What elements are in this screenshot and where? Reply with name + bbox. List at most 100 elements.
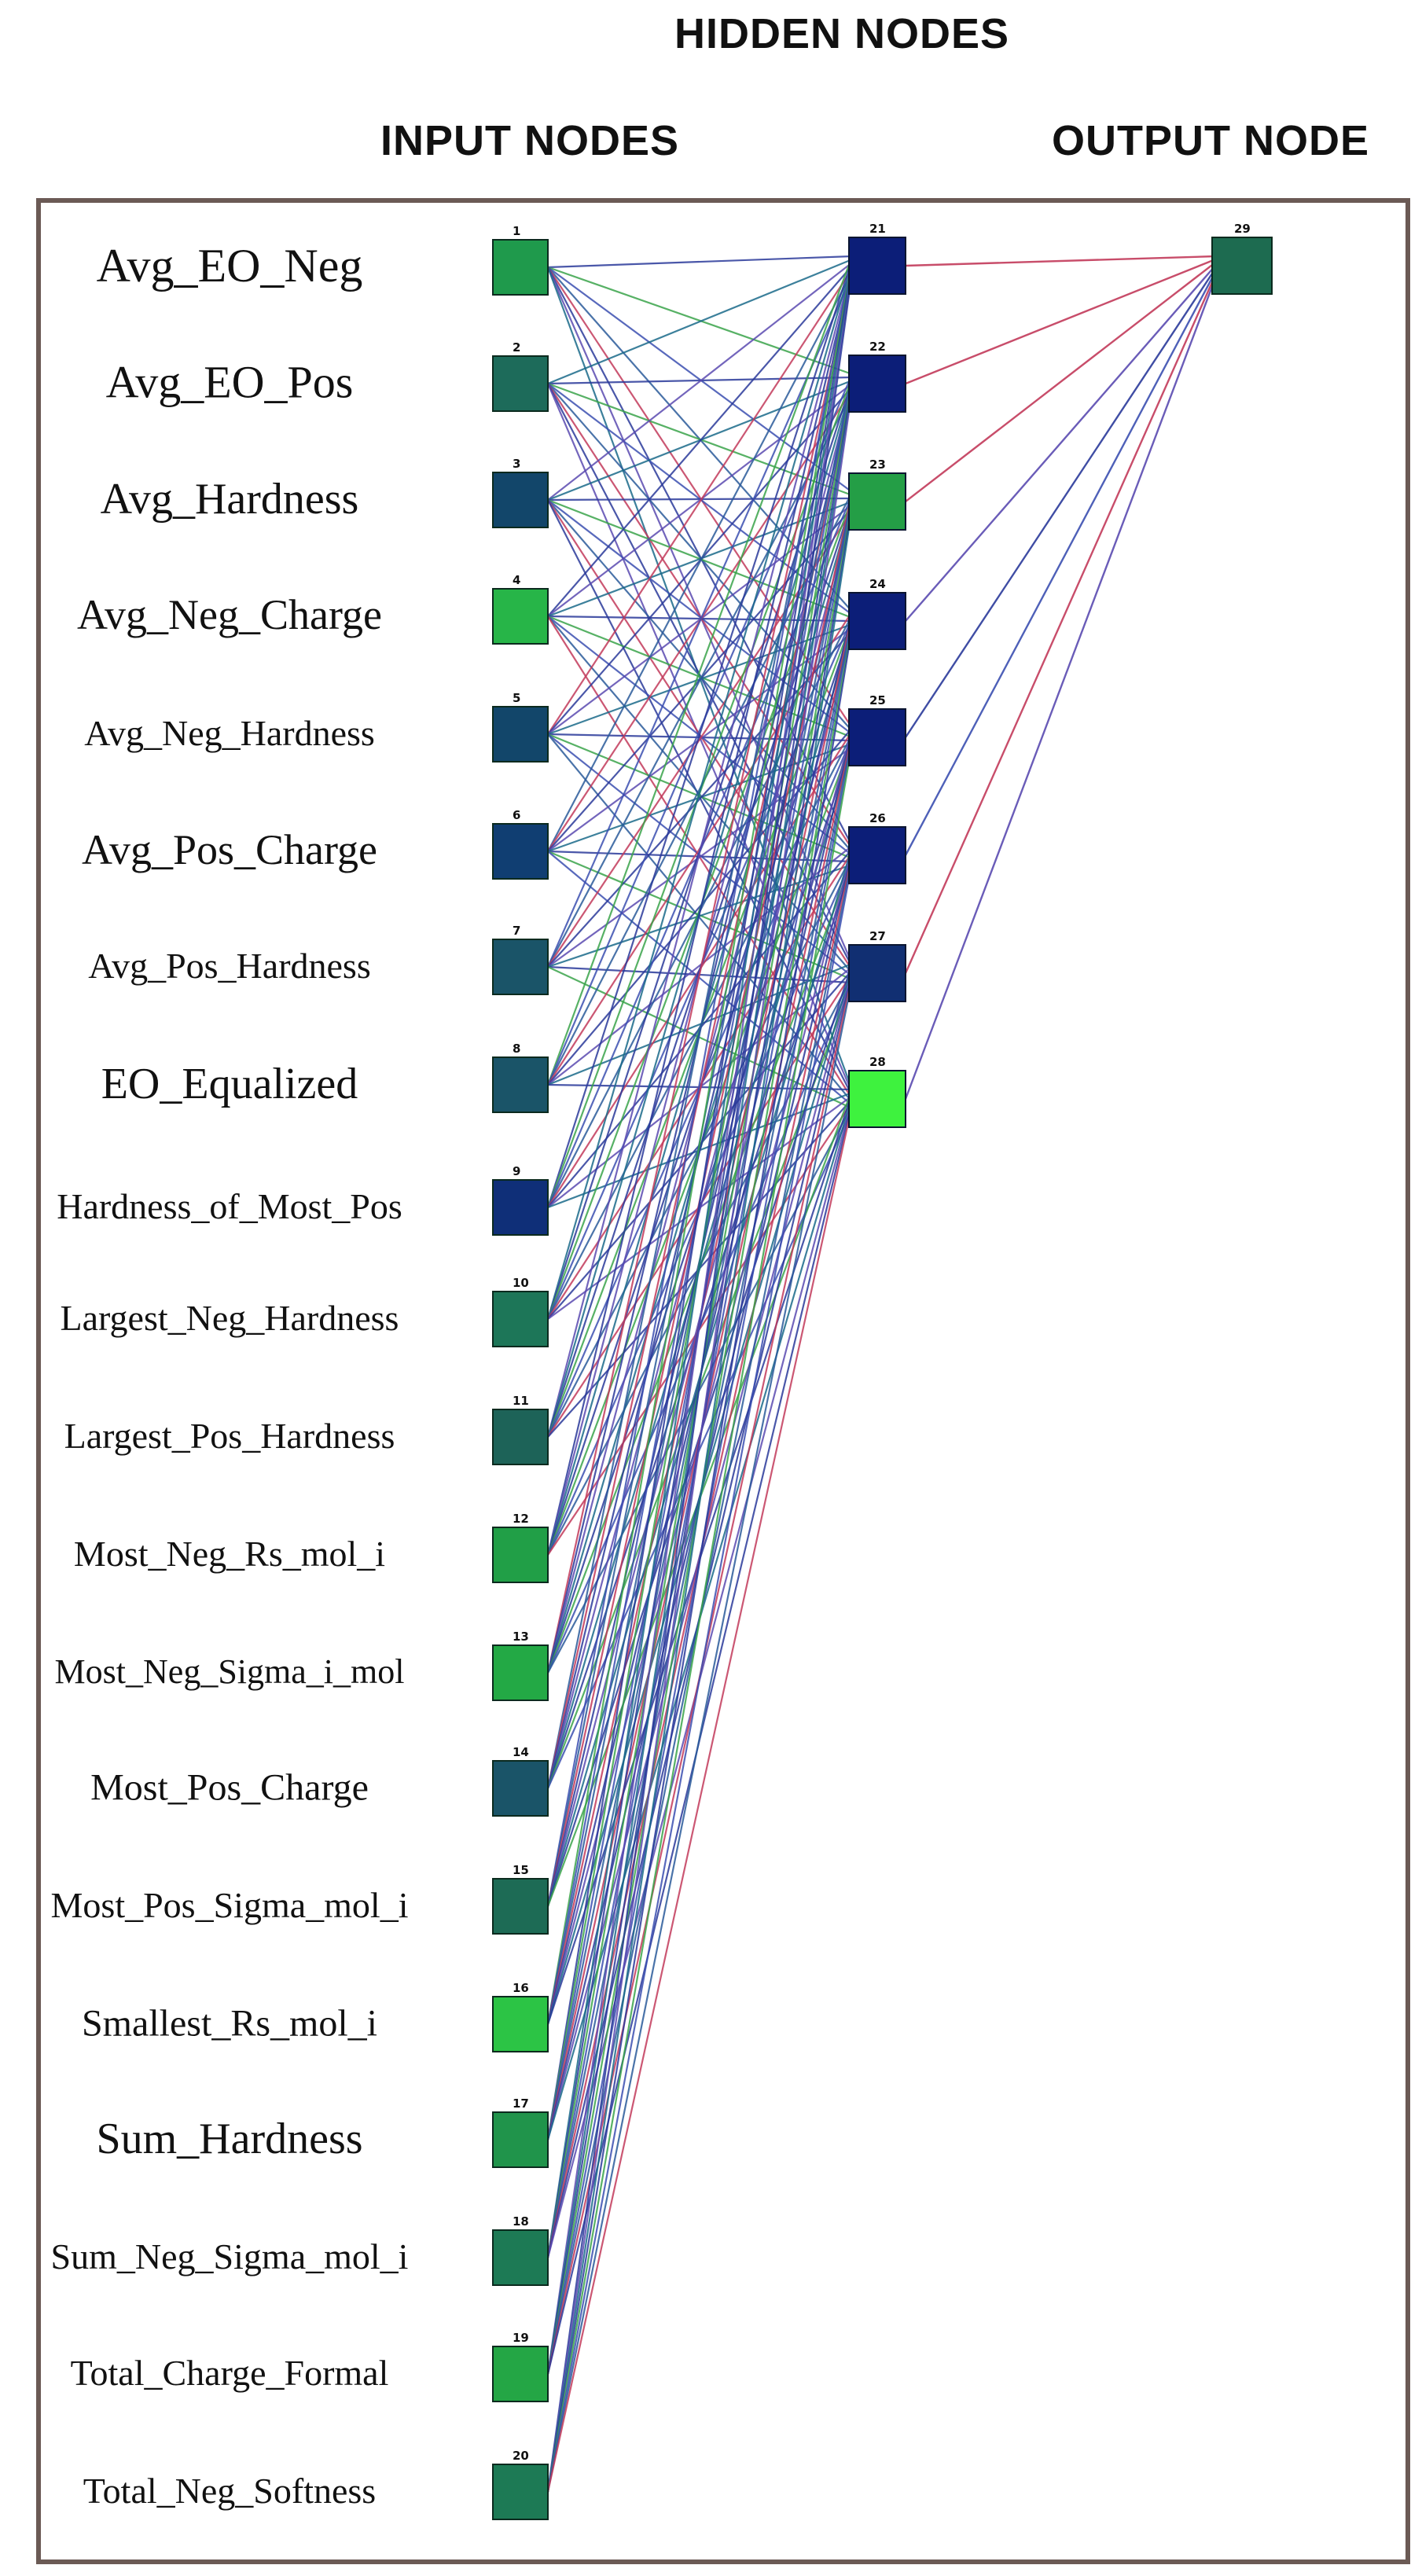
input-node-number: 2	[513, 340, 520, 355]
input-node-number: 5	[513, 691, 520, 705]
input-node-3	[492, 472, 549, 528]
connection-input-5-hidden-21	[547, 268, 853, 735]
connection-input-16-hidden-21	[546, 259, 854, 2025]
input-node-number: 10	[513, 1276, 529, 1290]
hidden-node-number: 26	[869, 811, 886, 825]
connection-input-13-hidden-21	[546, 271, 854, 1674]
input-node-number: 4	[513, 573, 520, 587]
input-node-number: 15	[513, 1863, 529, 1877]
hidden-node-21	[848, 237, 906, 295]
input-nodes-header: INPUT NODES	[380, 117, 680, 164]
output-node-29	[1211, 237, 1273, 295]
connection-input-4-hidden-23	[547, 500, 853, 618]
input-node-17	[492, 2111, 549, 2168]
input-node-5	[492, 706, 549, 763]
input-node-number: 3	[513, 457, 520, 471]
hidden-node-number: 27	[869, 929, 886, 943]
connection-hidden-28-output	[904, 277, 1217, 1100]
connection-input-4-hidden-21	[547, 265, 853, 617]
input-node-8	[492, 1056, 549, 1113]
input-node-12	[492, 1527, 549, 1583]
input-node-label: Smallest_Rs_mol_i	[82, 2002, 377, 2044]
connection-input-15-hidden-21	[546, 255, 854, 1907]
connection-input-7-hidden-21	[546, 274, 854, 968]
input-node-label: Sum_Hardness	[96, 2115, 362, 2163]
connection-input-7-hidden-22	[547, 392, 853, 968]
connection-hidden-22-output	[905, 258, 1216, 385]
connection-input-17-hidden-21	[546, 262, 854, 2141]
connection-input-20-hidden-21	[546, 271, 854, 2493]
input-node-label: Total_Charge_Formal	[71, 2353, 389, 2393]
hidden-node-25	[848, 708, 906, 766]
hidden-node-24	[848, 592, 906, 650]
connection-hidden-21-output	[905, 255, 1216, 267]
connection-input-6-hidden-28	[547, 851, 853, 1106]
input-node-label: Avg_Pos_Charge	[82, 826, 377, 873]
input-node-label: Avg_Hardness	[101, 475, 359, 524]
input-node-number: 16	[513, 1981, 529, 1995]
connection-input-20-hidden-23	[546, 507, 854, 2493]
connection-input-8-hidden-21	[546, 255, 854, 1086]
connection-input-18-hidden-21	[546, 265, 854, 2258]
hidden-node-27	[848, 944, 906, 1002]
input-node-1	[492, 239, 549, 296]
connection-hidden-24-output	[905, 265, 1216, 622]
connection-input-11-hidden-21	[546, 265, 854, 1438]
input-node-label: Avg_EO_Pos	[106, 356, 354, 407]
output-node-header: OUTPUT NODE	[1052, 117, 1370, 164]
input-node-number: 20	[513, 2449, 529, 2463]
connection-input-8-hidden-26	[547, 845, 853, 1086]
hidden-node-number: 22	[869, 340, 886, 354]
input-node-label: Avg_EO_Neg	[97, 240, 363, 292]
input-node-label: Total_Neg_Softness	[83, 2471, 376, 2511]
input-node-label: Most_Neg_Sigma_i_mol	[55, 1652, 405, 1691]
connection-input-5-hidden-28	[547, 733, 853, 1103]
connection-input-7-hidden-23	[547, 510, 853, 968]
input-node-number: 17	[513, 2096, 529, 2111]
input-node-6	[492, 823, 549, 880]
input-node-18	[492, 2229, 549, 2286]
input-node-number: 13	[513, 1630, 529, 1644]
connection-input-5-hidden-27	[547, 733, 853, 977]
connection-input-8-hidden-27	[547, 962, 853, 1086]
input-node-11	[492, 1409, 549, 1465]
input-node-number: 12	[513, 1512, 529, 1526]
connection-input-7-hidden-28	[547, 966, 853, 1109]
connection-input-2-hidden-21	[547, 258, 853, 385]
network-frame	[36, 198, 1410, 2564]
connection-input-1-hidden-21	[547, 255, 853, 269]
hidden-nodes-header: HIDDEN NODES	[674, 10, 1010, 57]
connection-input-20-hidden-27	[546, 979, 854, 2493]
connection-input-9-hidden-21	[546, 259, 854, 1208]
connection-hidden-27-output	[904, 274, 1217, 974]
input-node-2	[492, 355, 549, 412]
connection-input-20-hidden-28	[546, 1104, 854, 2493]
hidden-node-number: 25	[869, 693, 886, 707]
input-node-number: 14	[513, 1745, 529, 1759]
input-node-label: Most_Pos_Sigma_mol_i	[51, 1885, 409, 1925]
input-node-label: Largest_Pos_Hardness	[64, 1416, 395, 1456]
connection-input-1-hidden-25	[547, 266, 853, 729]
hidden-node-number: 23	[869, 458, 886, 472]
connection-hidden-25-output	[904, 268, 1217, 738]
output-node-number: 29	[1234, 222, 1251, 236]
connection-input-7-hidden-26	[547, 863, 853, 968]
input-node-10	[492, 1291, 549, 1347]
input-node-label: Sum_Neg_Sigma_mol_i	[51, 2236, 409, 2277]
input-node-19	[492, 2346, 549, 2402]
connection-input-14-hidden-28	[546, 1108, 854, 1789]
input-node-number: 18	[513, 2214, 529, 2229]
input-node-4	[492, 588, 549, 645]
input-node-9	[492, 1179, 549, 1236]
input-node-20	[492, 2464, 549, 2520]
input-node-label: Avg_Neg_Charge	[77, 591, 382, 638]
connection-input-20-hidden-22	[546, 389, 854, 2493]
hidden-node-23	[848, 472, 906, 531]
input-node-7	[492, 939, 549, 995]
hidden-node-22	[848, 355, 906, 413]
input-node-15	[492, 1878, 549, 1935]
connection-input-5-hidden-26	[547, 733, 853, 860]
connection-input-6-hidden-21	[547, 271, 853, 852]
connection-hidden-23-output	[905, 262, 1216, 502]
